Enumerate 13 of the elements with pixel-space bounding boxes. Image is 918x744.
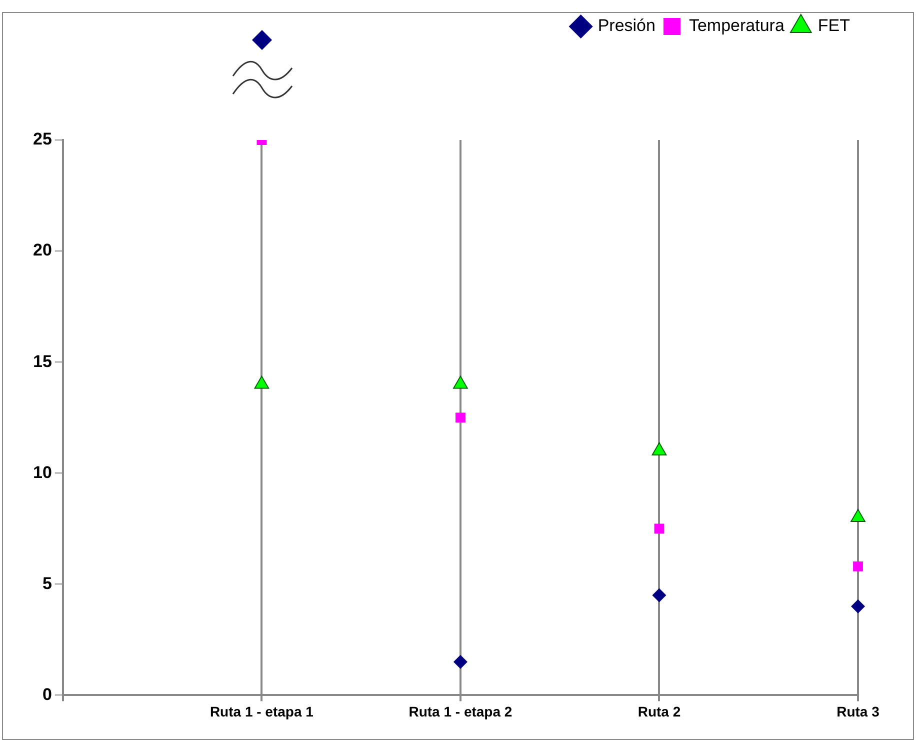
x-tick-label: Ruta 1 - etapa 1 — [210, 703, 314, 720]
y-tick-label: 25 — [32, 130, 52, 149]
x-tick-label: Ruta 1 - etapa 2 — [408, 703, 512, 720]
y-tick-label: 20 — [32, 240, 52, 260]
legend-label: Temperatura — [688, 16, 785, 36]
y-tick-label: 0 — [42, 684, 52, 704]
legend-label: FET — [818, 16, 850, 36]
legend-label: Presión — [598, 16, 656, 36]
y-tick-label: 10 — [32, 462, 52, 482]
y-tick-label: 5 — [42, 574, 52, 593]
y-tick-label: 15 — [32, 352, 52, 371]
x-tick-label: Ruta 3 — [836, 703, 880, 720]
x-tick-label: Ruta 2 — [638, 703, 681, 720]
